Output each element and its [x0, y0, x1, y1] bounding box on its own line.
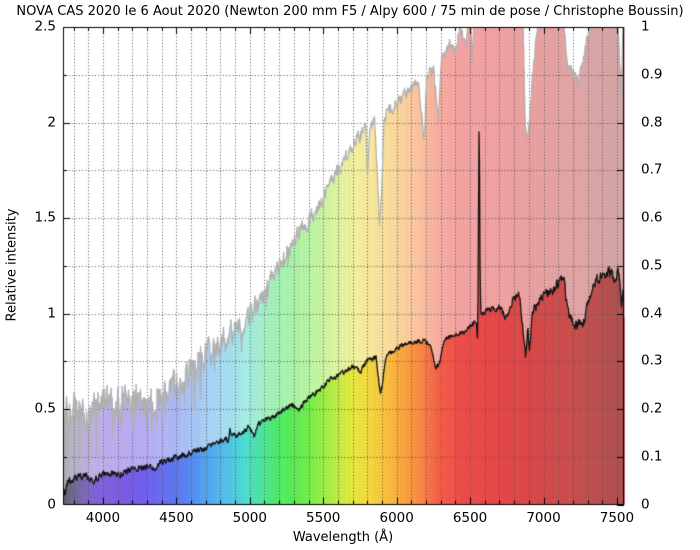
tick-label: 7000 — [526, 510, 561, 526]
tick-label: 0.7 — [641, 161, 663, 178]
tick-label: 1 — [641, 18, 650, 35]
tick-label: 0.8 — [641, 113, 663, 130]
tick-label: 1 — [47, 304, 56, 321]
tick-label: 0.6 — [641, 209, 663, 226]
tick-label: 0.2 — [641, 400, 663, 417]
tick-label: 7500 — [599, 510, 635, 526]
tick-label: 0.5 — [34, 400, 56, 417]
tick-label: 0.9 — [641, 66, 663, 82]
tick-label: 4500 — [159, 510, 194, 526]
tick-label: 0.3 — [641, 352, 663, 369]
tick-label: 1.5 — [34, 209, 56, 226]
tick-label: 6500 — [452, 510, 488, 526]
tick-label: 0.4 — [641, 304, 663, 321]
tick-label: 5000 — [232, 510, 267, 526]
y-axis-title-left: Relative intensity — [4, 208, 20, 322]
tick-label: 0.5 — [641, 257, 663, 273]
x-axis-title: Wavelength (Å) — [292, 530, 394, 545]
tick-label: 0.1 — [641, 448, 663, 464]
tick-label: 4000 — [85, 510, 121, 526]
chart-title: NOVA CAS 2020 le 6 Aout 2020 (Newton 200… — [16, 4, 684, 19]
tick-label: 6000 — [379, 510, 414, 526]
tick-label: 0 — [47, 495, 56, 512]
tick-label: 5500 — [306, 510, 341, 526]
tick-label: 2 — [47, 113, 56, 130]
tick-label: 2.5 — [34, 18, 56, 35]
tick-label: 0 — [641, 495, 650, 512]
